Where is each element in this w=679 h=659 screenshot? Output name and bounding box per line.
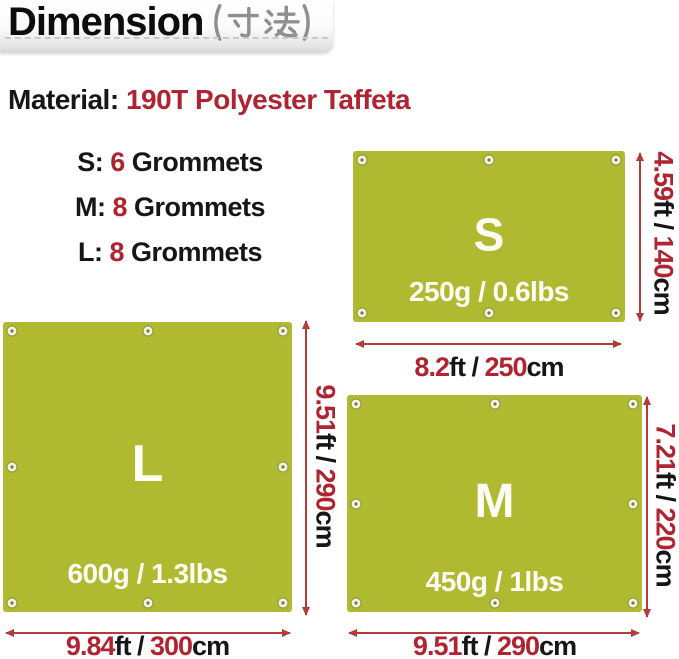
- l-height-label: 9.51ft / 290cm: [310, 384, 341, 547]
- page-title-row: Dimension （寸法）: [8, 1, 314, 43]
- unit-cm: cm: [526, 352, 565, 382]
- grommet-icon: [351, 498, 361, 509]
- separator: /: [464, 352, 485, 382]
- unit-ft: ft: [650, 471, 679, 488]
- height-arrow-l: [302, 320, 310, 616]
- grommet-icon: [7, 598, 17, 608]
- value-ft: 4.59: [648, 151, 679, 200]
- unit-ft: ft: [648, 199, 679, 216]
- tarp-m-label: M: [474, 474, 515, 528]
- grommet-icon: [628, 598, 638, 608]
- separator: /: [130, 631, 150, 659]
- grommet-icon: [7, 462, 17, 472]
- grommet-icon: [278, 598, 288, 608]
- grommet-icon: [278, 326, 288, 336]
- separator: /: [310, 448, 341, 469]
- value-ft: 9.51: [412, 631, 463, 659]
- m-height-label: 7.21ft / 220cm: [650, 423, 679, 586]
- value-cm: 300: [149, 631, 193, 659]
- list-item-s: S: 6 Grommets: [30, 140, 310, 185]
- separator: /: [650, 487, 679, 508]
- separator: /: [477, 631, 497, 659]
- s-width-label: 8.2ft / 250cm: [353, 352, 625, 383]
- unit-ft: ft: [461, 631, 478, 659]
- tarp-s-label: S: [473, 207, 505, 260]
- kanji-sunpou-drawing: [214, 3, 311, 41]
- value-cm: 290: [496, 631, 540, 659]
- value-ft: 7.21: [650, 423, 679, 472]
- value-ft: 9.51: [310, 384, 341, 433]
- height-arrow-s: [636, 152, 644, 322]
- tarp-m-weight: 450g / 1lbs: [425, 566, 564, 597]
- tarp-m: M 450g / 1lbs: [347, 395, 642, 612]
- size-letter: M:: [74, 192, 113, 222]
- size-letter: S:: [77, 147, 111, 177]
- size-letter: L:: [77, 237, 110, 267]
- value-cm: 250: [484, 352, 527, 382]
- tarp-s: S 250g / 0.6lbs: [353, 151, 625, 322]
- value-cm: 290: [310, 468, 341, 511]
- grommet-icon: [628, 498, 638, 509]
- grommet-icon: [484, 155, 494, 165]
- value-ft: 9.84: [65, 631, 116, 659]
- grommet-icon: [7, 326, 17, 336]
- grommet-icon: [489, 598, 500, 608]
- page-title: Dimension: [8, 0, 204, 44]
- s-height-label: 4.59ft / 140cm: [648, 151, 679, 314]
- value-cm: 140: [648, 235, 679, 278]
- tarp-l-label: L: [131, 435, 164, 493]
- title-ribbon: Dimension （寸法）: [0, 0, 333, 52]
- material-label: Material:: [8, 84, 126, 115]
- width-arrow-m: [348, 629, 640, 637]
- title-japanese: （寸法）: [210, 3, 314, 42]
- grommet-word: Grommets: [126, 192, 266, 222]
- list-item-l: L: 8 Grommets: [30, 230, 310, 275]
- grommet-icon: [611, 308, 621, 318]
- width-arrow-s: [355, 340, 622, 348]
- value-ft: 8.2: [414, 352, 450, 382]
- grommet-icon: [611, 155, 621, 165]
- material-line: Material: 190T Polyester Taffeta: [8, 84, 411, 116]
- separator: /: [648, 215, 679, 236]
- grommet-count: 6: [110, 147, 125, 177]
- grommet-icon: [484, 308, 494, 318]
- unit-cm: cm: [310, 510, 341, 548]
- tarp-l: L 600g / 1.3lbs: [3, 322, 292, 612]
- unit-ft: ft: [114, 631, 131, 659]
- m-width-label: 9.51ft / 290cm: [347, 631, 642, 659]
- value-cm: 220: [650, 507, 679, 550]
- grommet-icon: [628, 399, 638, 409]
- unit-cm: cm: [192, 631, 230, 659]
- unit-ft: ft: [310, 432, 341, 449]
- grommet-word: Grommets: [123, 237, 263, 267]
- width-arrow-l: [5, 629, 291, 637]
- height-arrow-m: [643, 396, 651, 618]
- list-item-m: M: 8 Grommets: [30, 185, 310, 230]
- unit-cm: cm: [539, 631, 577, 659]
- grommet-word: Grommets: [124, 147, 264, 177]
- unit-cm: cm: [650, 549, 679, 587]
- grommet-icon: [357, 155, 367, 165]
- grommet-icon: [142, 326, 153, 336]
- grommet-icon: [357, 308, 367, 318]
- tarp-l-weight: 600g / 1.3lbs: [67, 558, 228, 589]
- grommet-icon: [489, 399, 500, 409]
- grommet-count-list: S: 6 Grommets M: 8 Grommets L: 8 Grommet…: [30, 140, 310, 275]
- tarp-s-weight: 250g / 0.6lbs: [408, 276, 570, 307]
- grommet-count: 8: [109, 237, 124, 267]
- grommet-icon: [278, 462, 288, 472]
- grommet-icon: [351, 399, 361, 409]
- unit-ft: ft: [448, 352, 466, 382]
- grommet-count: 8: [112, 192, 127, 222]
- grommet-icon: [351, 598, 361, 608]
- material-value: 190T Polyester Taffeta: [125, 84, 411, 115]
- grommet-icon: [142, 598, 153, 608]
- unit-cm: cm: [648, 277, 679, 315]
- l-width-label: 9.84ft / 300cm: [3, 631, 292, 659]
